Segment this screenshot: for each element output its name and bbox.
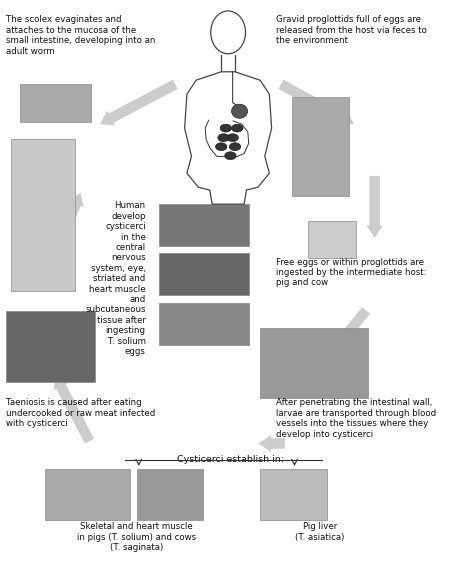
Bar	[137, 469, 203, 520]
Bar	[308, 221, 356, 258]
Bar	[6, 311, 95, 381]
Bar	[159, 204, 249, 246]
Text: After penetrating the intestinal wall,
larvae are transported through blood
vess: After penetrating the intestinal wall, l…	[276, 398, 437, 439]
Bar	[20, 84, 91, 122]
Bar	[159, 303, 249, 345]
Text: Taeniosis is caused after eating
undercooked or raw meat infected
with cysticerc: Taeniosis is caused after eating underco…	[6, 398, 155, 428]
Ellipse shape	[225, 152, 236, 160]
Bar	[45, 469, 130, 520]
Text: Free eggs or within proglottids are
ingested by the intermediate host:
pig and c: Free eggs or within proglottids are inge…	[276, 258, 427, 288]
Ellipse shape	[232, 124, 243, 132]
Text: Gravid proglottids full of eggs are
released from the host via feces to
the envi: Gravid proglottids full of eggs are rele…	[276, 15, 427, 45]
Text: Human
develop
cysticerci
in the
central
nervous
system, eye,
striated and
heart : Human develop cysticerci in the central …	[85, 201, 146, 356]
Ellipse shape	[232, 104, 247, 118]
Text: Skeletal and heart muscle
in pigs (T. solium) and cows
(T. saginata): Skeletal and heart muscle in pigs (T. so…	[77, 522, 196, 552]
Circle shape	[211, 11, 246, 54]
Bar	[10, 139, 75, 291]
Ellipse shape	[220, 124, 232, 132]
Ellipse shape	[216, 143, 227, 151]
Ellipse shape	[218, 134, 229, 142]
Ellipse shape	[227, 134, 238, 142]
Text: Pig liver
(T. asiatica): Pig liver (T. asiatica)	[295, 522, 345, 542]
Bar	[159, 253, 249, 295]
Bar	[292, 97, 349, 196]
Bar	[260, 328, 368, 398]
Text: The scolex evaginates and
attaches to the mucosa of the
small intestine, develop: The scolex evaginates and attaches to th…	[6, 15, 155, 55]
Ellipse shape	[229, 143, 241, 151]
Text: Cysticerci establish in:: Cysticerci establish in:	[177, 455, 284, 464]
Polygon shape	[184, 72, 272, 204]
Bar	[260, 469, 327, 520]
